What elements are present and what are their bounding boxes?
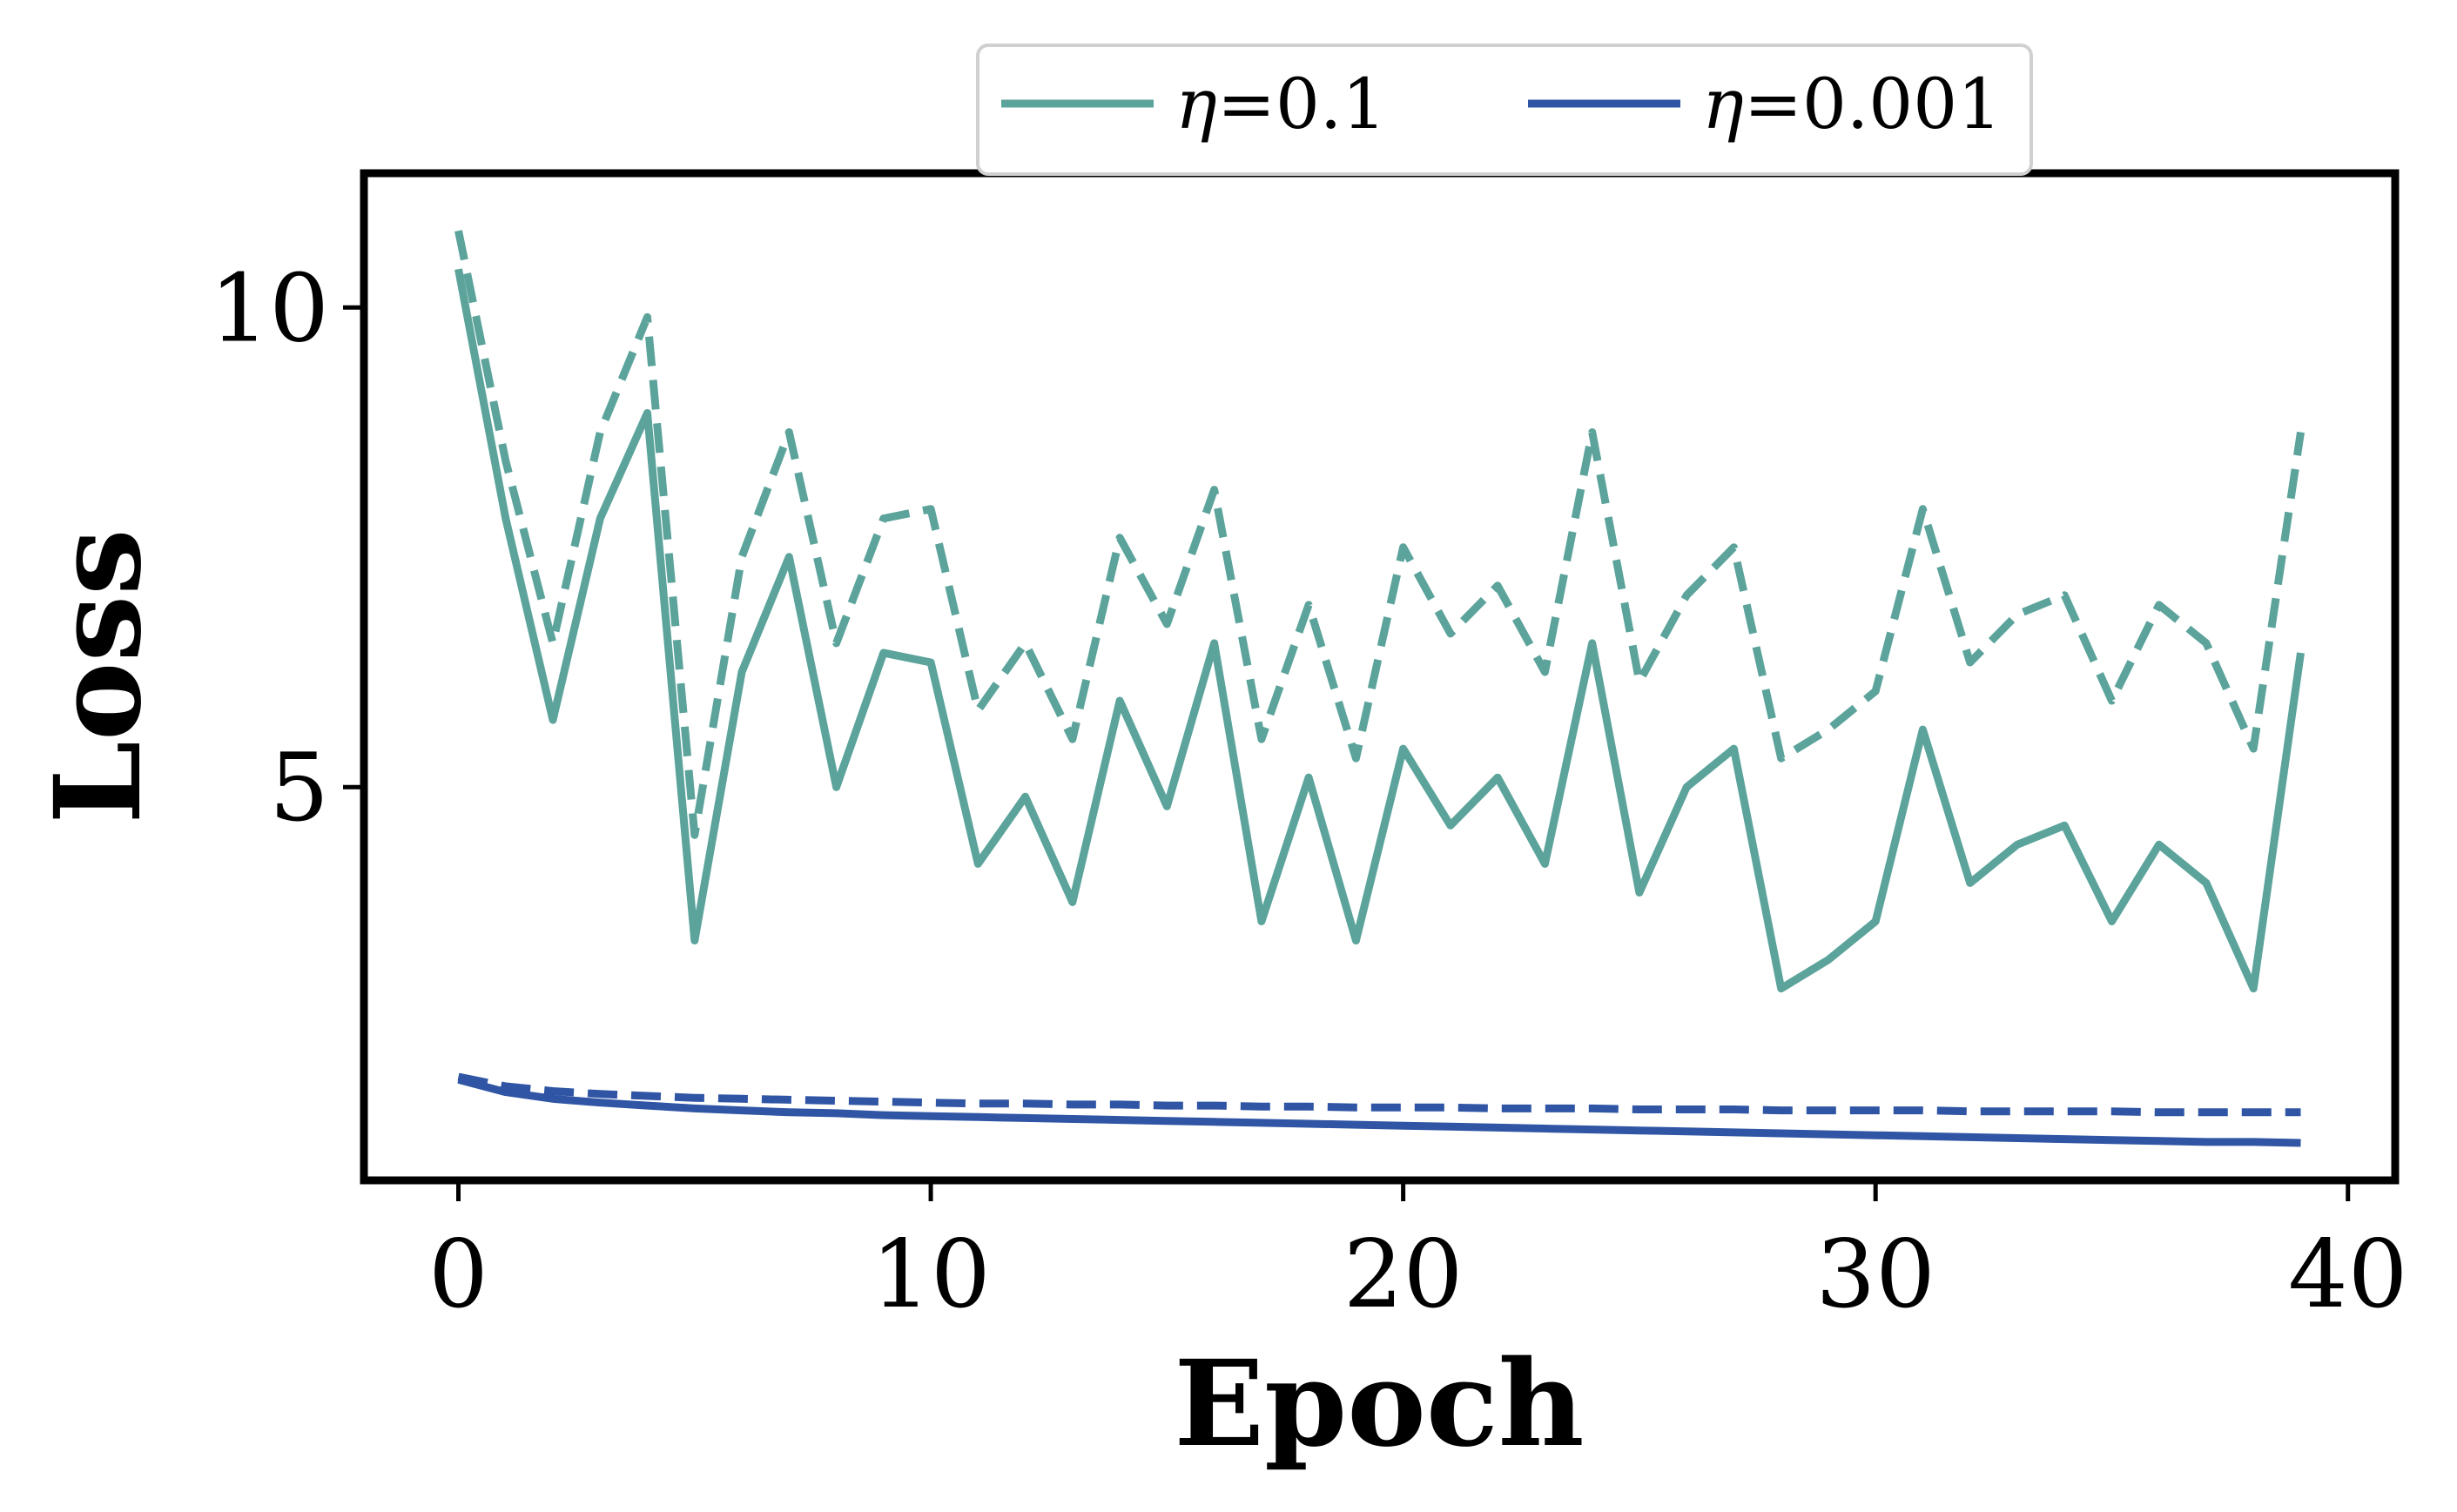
legend-label-eta-0.001: η=0.001	[1702, 64, 2002, 144]
y-axis-label: Loss	[29, 528, 168, 823]
x-axis: 0 10 20 30 40	[428, 1184, 2407, 1329]
x-tick-label: 20	[1343, 1220, 1463, 1329]
y-tick-label: 10	[210, 254, 329, 363]
x-tick-label: 0	[428, 1220, 488, 1329]
legend-box	[976, 44, 2033, 176]
series-line-eta-0-001-dashed	[457, 1072, 2301, 1117]
y-axis: 5 10	[210, 254, 360, 843]
x-tick-label: 40	[2288, 1220, 2407, 1329]
legend: η=0.1 η=0.001	[976, 44, 2033, 176]
x-tick-label: 30	[1815, 1220, 1935, 1329]
series-line-eta-0-1-dashed	[454, 230, 2305, 839]
legend-label-eta-0.1: η=0.1	[1175, 64, 1386, 144]
y-tick-label: 5	[269, 734, 329, 843]
series-layer	[454, 230, 2305, 1147]
x-tick-label: 10	[871, 1220, 990, 1329]
series-line-eta-0-1-solid	[454, 268, 2305, 993]
x-axis-label: Epoch	[1174, 1334, 1584, 1474]
series-line-eta-0-001-solid	[457, 1075, 2301, 1147]
